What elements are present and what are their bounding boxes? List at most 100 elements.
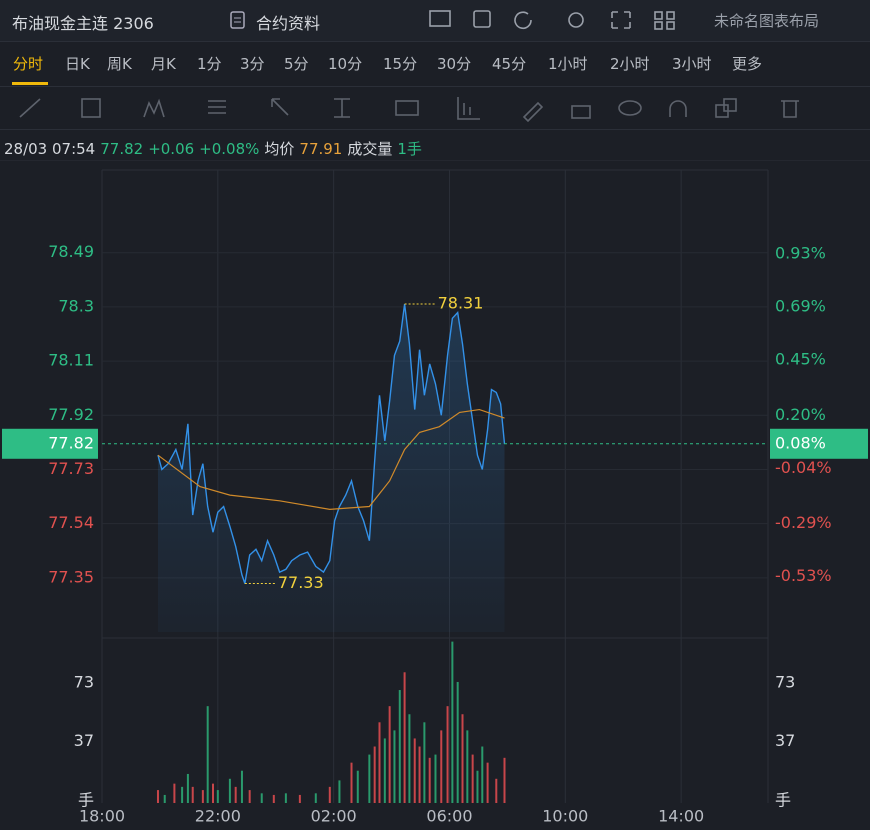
period-tab[interactable]: 1小时 — [548, 55, 588, 73]
period-tab[interactable]: 10分 — [328, 55, 363, 73]
tool-icon[interactable] — [781, 100, 799, 118]
volume-bar — [440, 730, 443, 803]
volume-bar — [216, 790, 219, 803]
fullscreen-icon[interactable] — [611, 11, 631, 29]
volume-bar — [408, 714, 411, 803]
volume-bar — [201, 790, 204, 803]
volume-bar — [451, 641, 454, 803]
volume-bar — [383, 738, 386, 803]
y2-tick-label: 73 — [775, 673, 795, 692]
tool-icon[interactable] — [19, 98, 41, 118]
volume-bar — [260, 793, 263, 803]
volume-bar — [373, 746, 376, 803]
period-tab[interactable]: 月K — [151, 55, 176, 73]
volume-bar — [212, 783, 214, 803]
volume-bar — [338, 780, 341, 803]
period-tab[interactable]: 5分 — [284, 55, 309, 73]
y-tick-label: 77.54 — [48, 513, 94, 532]
period-tab[interactable]: 30分 — [437, 55, 472, 73]
y2-tick-label: 手 — [775, 791, 791, 810]
period-tab[interactable]: 45分 — [492, 55, 527, 73]
period-tab[interactable]: 周K — [107, 55, 132, 73]
doc-icon[interactable] — [228, 10, 248, 30]
tool-icon[interactable] — [208, 100, 226, 114]
price-area — [157, 304, 505, 632]
volume-bar — [186, 773, 189, 803]
volume-bar — [471, 754, 474, 803]
volume-bar — [388, 706, 391, 803]
volume-bar — [156, 790, 159, 803]
period-tab[interactable]: 更多 — [732, 55, 763, 73]
y-tick-label: 73 — [74, 673, 94, 692]
tool-icon[interactable] — [618, 100, 642, 116]
layout-icon[interactable] — [654, 11, 663, 20]
period-tab[interactable]: 1分 — [197, 55, 222, 73]
tool-icon[interactable] — [143, 98, 165, 118]
x-tick-label: 10:00 — [542, 807, 588, 826]
avg-line — [157, 408, 505, 510]
volume-bar — [503, 757, 506, 803]
current-pct-box — [770, 428, 868, 459]
y-tick-label: 77.92 — [48, 405, 94, 424]
volume-bar — [423, 722, 426, 803]
volume-bar — [461, 714, 464, 803]
x-tick-label: 14:00 — [658, 807, 704, 826]
volume-bar — [398, 690, 401, 803]
indicator-icon[interactable] — [429, 10, 451, 27]
volume-bar — [298, 794, 301, 803]
volume-bar — [314, 793, 317, 803]
current-pct-label: 0.08% — [775, 433, 826, 452]
period-tab[interactable]: 2小时 — [610, 55, 650, 73]
tool-icon[interactable] — [81, 98, 101, 118]
volume-bar — [418, 746, 421, 803]
y2-tick-label: 0.45% — [775, 350, 826, 369]
tool-icon[interactable] — [669, 100, 687, 117]
edit-icon[interactable] — [473, 10, 491, 28]
volume-bar — [378, 722, 381, 803]
volume-bar — [173, 783, 176, 803]
y2-tick-label: 0.69% — [775, 297, 826, 316]
y2-tick-label: -0.04% — [775, 458, 832, 477]
volume-bar — [495, 778, 498, 803]
volume-bar — [356, 770, 359, 803]
settings-icon[interactable] — [568, 12, 584, 28]
volume: 1手 — [397, 140, 422, 158]
period-tab[interactable]: 3小时 — [672, 55, 712, 73]
period-tab[interactable]: 分时 — [13, 55, 44, 73]
avg-label: 均价 — [264, 140, 295, 158]
annotation-label: 78.31 — [438, 294, 484, 313]
refresh-icon[interactable] — [514, 11, 532, 30]
y-tick-label: 77.35 — [48, 567, 94, 586]
current-price-box — [2, 428, 98, 459]
tool-icon[interactable] — [522, 101, 544, 123]
volume-bar — [248, 790, 251, 803]
period-bar: 分时 日K 周K 月K 1分 3分 5分 10分 15分 30分 45分 1小时 2小时 3小时 更多 — [0, 42, 870, 87]
volume-bar — [393, 730, 396, 803]
period-tab[interactable]: 15分 — [383, 55, 418, 73]
header-icons — [429, 10, 675, 30]
volume-bar — [403, 672, 406, 803]
period-tab[interactable]: 3分 — [240, 55, 265, 73]
period-tab[interactable]: 日K — [65, 55, 90, 73]
contract-info[interactable]: 合约资料 — [256, 14, 321, 33]
tool-icon[interactable] — [457, 97, 480, 120]
tool-icon[interactable] — [571, 105, 591, 119]
volume-bar — [486, 762, 489, 803]
volume-bar — [163, 794, 166, 803]
volume-bar — [272, 794, 275, 803]
annotation-label: 77.33 — [278, 573, 324, 592]
volume-bar — [456, 681, 459, 803]
drawing-toolbar — [0, 87, 870, 130]
volume-label: 成交量 — [347, 140, 393, 158]
volume-bar — [466, 730, 469, 803]
tool-icon[interactable] — [271, 98, 289, 116]
volume-bar — [350, 762, 353, 803]
layout-name[interactable]: 未命名图表布局 — [714, 12, 820, 30]
avg: 77.91 — [299, 140, 343, 158]
y2-tick-label: 0.93% — [775, 244, 826, 263]
tool-icon[interactable] — [395, 100, 419, 116]
tool-icon[interactable] — [334, 98, 350, 118]
volume-bar — [428, 757, 431, 803]
volume-bar — [446, 706, 449, 803]
volume-bar — [481, 746, 484, 803]
